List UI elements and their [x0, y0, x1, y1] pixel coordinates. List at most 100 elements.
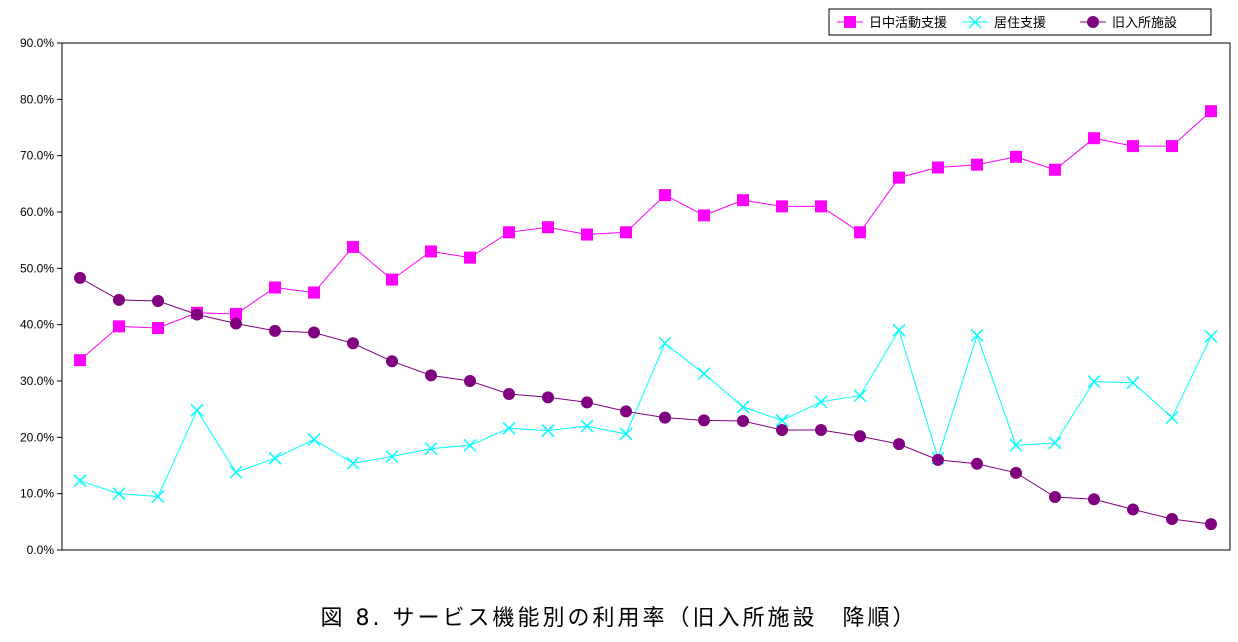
legend-label: 居住支援	[994, 16, 1046, 31]
figure-caption: 図 8. サービス機能別の利用率（旧入所施設 降順）	[320, 606, 918, 631]
legend-marker	[968, 15, 982, 29]
data-point	[814, 395, 828, 409]
data-point	[970, 328, 984, 342]
x-marker-stroke	[385, 449, 399, 464]
data-point	[308, 326, 320, 339]
data-point	[463, 438, 477, 452]
data-point	[464, 375, 476, 387]
legend-marker	[1087, 16, 1099, 28]
x-marker-stroke	[892, 323, 906, 337]
data-point	[932, 453, 944, 466]
data-point	[1165, 411, 1179, 425]
data-point	[659, 411, 671, 424]
data-point	[1204, 329, 1218, 344]
data-point	[386, 273, 398, 286]
data-point	[581, 228, 593, 241]
data-point	[619, 427, 633, 441]
data-point	[1049, 491, 1061, 504]
x-marker-stroke	[853, 389, 867, 403]
legend-label: 日中活動支援	[869, 16, 947, 31]
data-point	[932, 161, 944, 174]
data-point	[542, 221, 554, 234]
x-marker-stroke	[970, 328, 984, 342]
x-marker-stroke	[229, 465, 243, 479]
data-point	[503, 226, 515, 239]
data-point	[386, 355, 398, 368]
data-point	[853, 389, 867, 403]
x-marker-stroke	[424, 442, 438, 456]
data-point	[152, 322, 164, 335]
x-marker-stroke	[775, 413, 789, 427]
data-point	[1205, 518, 1217, 531]
data-point	[308, 286, 320, 299]
x-marker-stroke	[1087, 375, 1101, 389]
x-marker-stroke	[658, 336, 672, 350]
x-marker-stroke	[151, 489, 165, 504]
x-marker-stroke	[580, 419, 594, 433]
data-point	[815, 424, 827, 437]
legend-box	[828, 8, 1212, 36]
data-point	[971, 158, 983, 171]
data-point	[737, 194, 749, 207]
series-2	[74, 271, 1217, 531]
data-point	[151, 489, 165, 504]
data-point	[1088, 493, 1100, 506]
x-marker-stroke	[1009, 438, 1023, 452]
data-point	[425, 369, 437, 382]
data-point	[503, 387, 515, 400]
y-tick-label: 30.0%	[20, 374, 54, 388]
series-0	[74, 105, 1217, 367]
y-tick-label: 0.0%	[27, 543, 55, 557]
data-point	[424, 442, 438, 456]
data-point	[268, 451, 282, 465]
series-line	[79, 277, 1212, 525]
data-point	[113, 293, 125, 306]
data-point	[581, 396, 593, 409]
data-point	[971, 457, 983, 470]
x-marker-stroke	[268, 451, 282, 465]
legend: 日中活動支援 居住支援 旧入所施設	[828, 8, 1212, 36]
data-point	[892, 323, 906, 337]
data-point	[775, 413, 789, 427]
data-point	[74, 271, 86, 284]
y-tick-label: 80.0%	[20, 92, 54, 106]
data-point	[1127, 503, 1139, 516]
x-marker-stroke	[307, 433, 321, 447]
data-point	[73, 474, 87, 488]
series-layer	[73, 105, 1218, 531]
y-tick-label: 10.0%	[20, 487, 54, 501]
data-point	[1166, 513, 1178, 526]
data-point	[74, 354, 86, 367]
data-point	[1205, 105, 1217, 118]
x-marker-stroke	[1048, 436, 1062, 450]
data-point	[776, 424, 788, 437]
data-point	[346, 456, 360, 470]
x-marker-stroke	[541, 424, 555, 438]
data-point	[776, 200, 788, 213]
x-marker-stroke	[736, 400, 750, 414]
data-point	[815, 200, 827, 213]
data-point	[893, 438, 905, 451]
data-point	[620, 226, 632, 239]
line-chart: 0.0% 10.0% 20.0% 30.0% 40.0% 50.0% 60.0% 70.0% 8…	[20, 8, 1231, 557]
legend-marker	[844, 16, 856, 28]
data-point	[230, 317, 242, 330]
data-point	[542, 391, 554, 404]
data-point	[152, 295, 164, 308]
data-point	[307, 433, 321, 447]
data-point	[698, 414, 710, 427]
data-point	[464, 251, 476, 264]
data-point	[385, 449, 399, 464]
data-point	[191, 308, 203, 321]
data-point	[502, 421, 516, 435]
data-point	[893, 171, 905, 184]
data-point	[658, 336, 672, 350]
x-marker-stroke	[502, 421, 516, 435]
y-axis: 0.0% 10.0% 20.0% 30.0% 40.0% 50.0% 60.0% 70.0% 8…	[20, 36, 62, 557]
y-tick-label: 70.0%	[20, 149, 54, 163]
plot-area	[61, 42, 1231, 551]
legend-label: 旧入所施設	[1112, 15, 1177, 31]
data-point	[1087, 375, 1101, 389]
data-point	[1048, 436, 1062, 450]
y-tick-label: 50.0%	[20, 261, 54, 275]
